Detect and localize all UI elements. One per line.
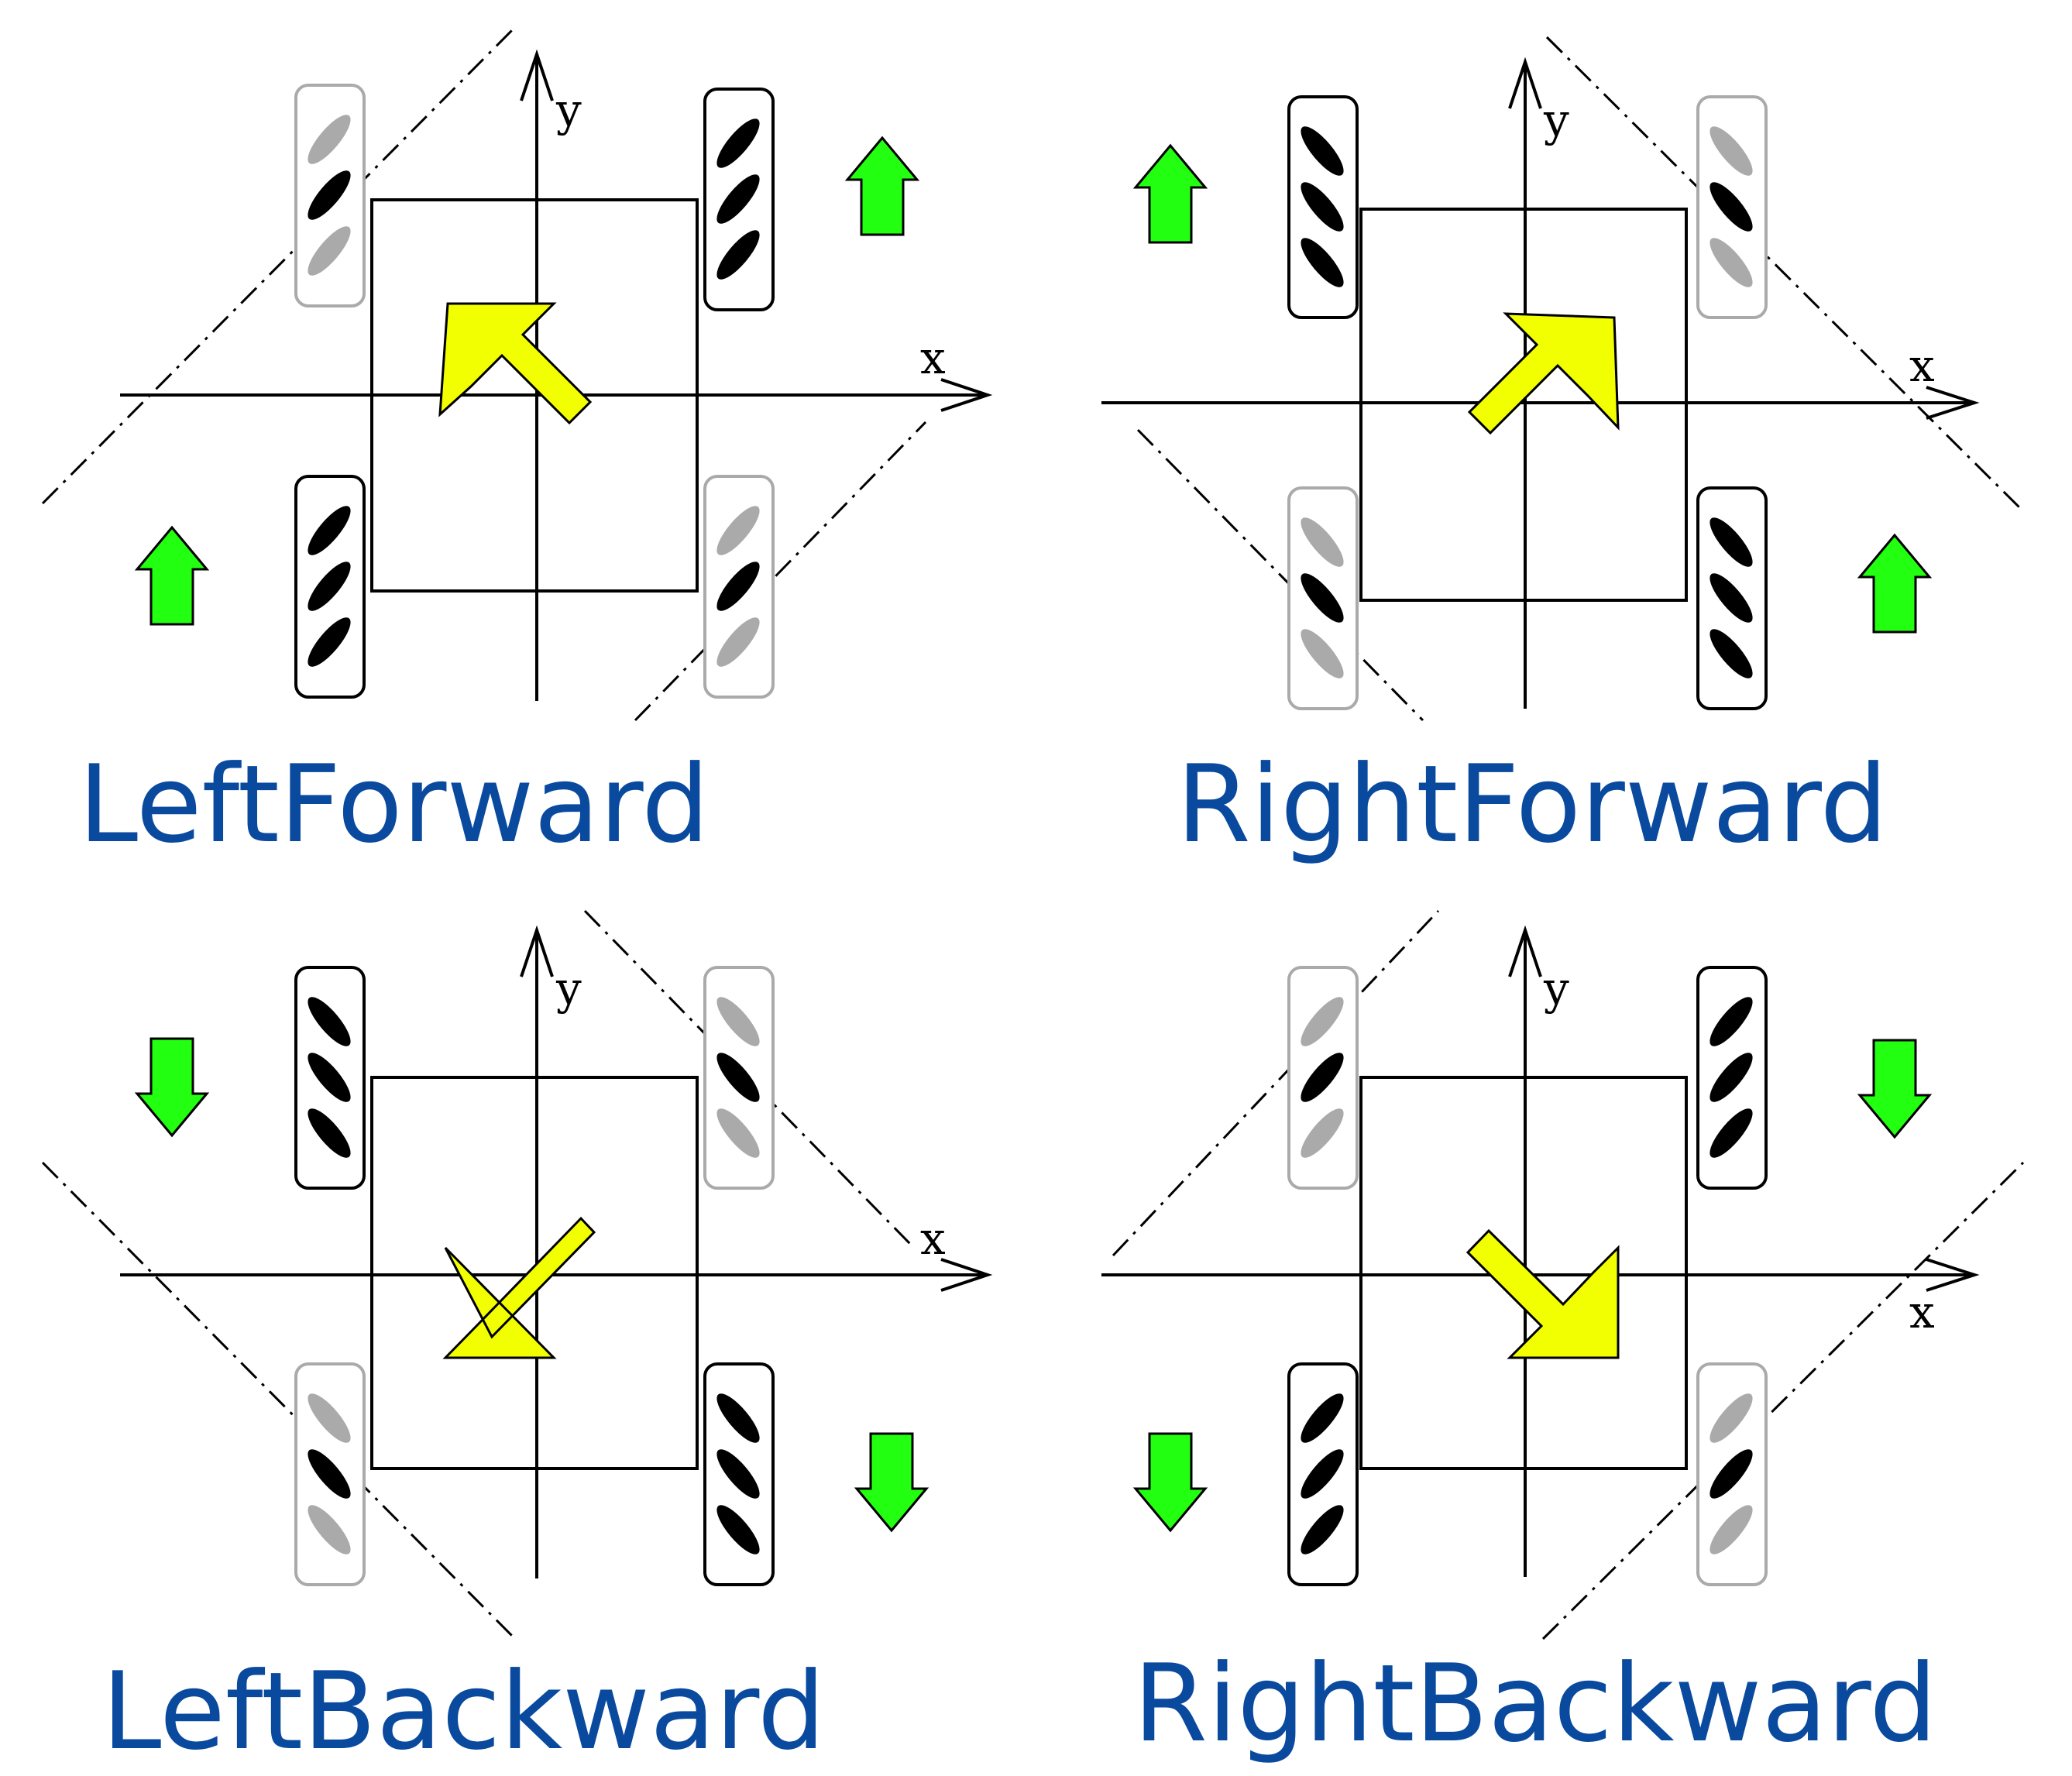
wheel-arrow-up-front-left [1132,143,1208,244]
y-axis-arrowhead [520,49,554,101]
x-axis-arrowhead [1926,1258,1980,1292]
right-backward-diagram: x y [1101,909,2025,1640]
x-axis-label: x [920,331,946,384]
roller-line [41,26,517,505]
wheel-rear-right-inactive [1696,1362,1768,1586]
wheel-front-left-inactive [1287,966,1359,1190]
y-axis-arrowhead [520,925,554,977]
wheel-front-right-inactive [1696,95,1768,319]
y-axis-label: y [1543,962,1569,1015]
wheel-arrow-up-front-right [844,136,920,236]
roller-line [1136,428,1424,722]
y-axis: y [1508,925,1569,1577]
x-axis-label: x [1909,1286,1935,1338]
motion-arrow-down-left [442,1216,596,1359]
y-axis-arrowhead [1508,57,1542,109]
motion-arrow-up-left [438,302,593,425]
chassis [370,1076,699,1470]
wheel-front-right-active [1696,966,1768,1190]
x-axis-label: x [920,1212,946,1265]
x-axis-arrowhead [940,1258,993,1292]
wheel-arrow-down-front-left [134,1037,210,1138]
wheel-arrow-down-rear-left [1132,1432,1208,1533]
x-axis: x [1101,339,1980,420]
wheel-arrow-up-rear-left [134,525,210,626]
panel-right-forward: x y [1036,0,2072,888]
roller-line [634,421,927,722]
wheel-rear-left-active [294,475,366,699]
y-axis: y [520,925,582,1578]
caption-right-backward: RightBackward [1133,1641,1937,1766]
y-axis-label: y [555,962,582,1015]
wheel-rear-left-inactive [294,1362,366,1586]
wheel-rear-right-active [703,1362,775,1586]
wheel-front-left-active [294,966,366,1190]
motion-arrow-down-right [1466,1228,1620,1359]
right-forward-diagram: x y [1101,36,2025,722]
wheel-arrow-down-rear-right [854,1432,929,1533]
wheel-front-left-active [1287,95,1359,319]
caption-left-forward: LeftForward [78,742,710,867]
roller-line [1541,1161,2025,1640]
y-axis-arrowhead [1508,925,1542,977]
wheel-front-right-active [703,88,775,311]
wheel-rear-right-inactive [703,475,775,699]
roller-line [41,1161,517,1640]
y-axis-label: y [1543,94,1569,146]
panel-right-backward: x y [1036,888,2072,1776]
x-axis-arrowhead [940,378,993,412]
roller-line [1112,909,1440,1257]
y-axis-label: y [555,84,582,136]
wheel-front-right-inactive [703,966,775,1190]
x-axis-label: x [1909,339,1935,392]
left-backward-diagram: x y [41,909,993,1640]
caption-right-forward: RightForward [1176,742,1888,867]
roller-line [1545,36,2025,513]
wheel-arrow-down-front-right [1857,1039,1933,1139]
wheel-rear-left-inactive [1287,486,1359,710]
panel-left-forward: x y [0,0,1036,888]
wheel-rear-left-active [1287,1362,1359,1586]
wheel-rear-right-active [1696,486,1768,710]
x-axis-arrowhead [1926,386,1980,420]
panel-left-backward: x y [0,888,1036,1776]
motion-arrow-up-right [1467,312,1620,435]
wheel-front-left-inactive [294,84,366,307]
caption-left-backward: LeftBackward [101,1649,826,1774]
x-axis: x [1101,1258,1980,1338]
wheel-arrow-up-rear-right [1857,533,1933,634]
left-forward-diagram: x y [41,26,993,722]
